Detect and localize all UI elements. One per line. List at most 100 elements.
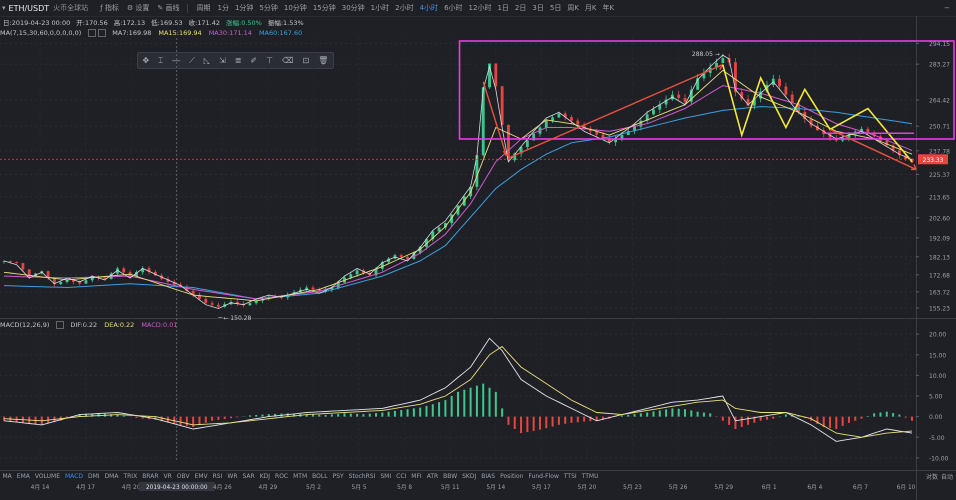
interval-7[interactable]: 2小时 <box>395 4 414 12</box>
macd-bar <box>835 416 838 429</box>
candle <box>198 294 201 299</box>
macd-histogram <box>3 383 913 434</box>
indicator-tab-kdj[interactable]: KDJ <box>259 472 271 480</box>
text-icon[interactable]: ⊤ <box>266 56 274 65</box>
interval-5[interactable]: 30分钟 <box>341 4 365 12</box>
x-tick-label: 2019-04-23 00:00:00 <box>146 485 208 491</box>
fib-icon[interactable]: ≣ <box>234 56 242 65</box>
interval-2[interactable]: 5分钟 <box>259 4 278 12</box>
trendline-icon[interactable]: ⟋ <box>189 55 195 65</box>
macd-dea-line <box>3 345 913 438</box>
indicator-tab-dma[interactable]: DMA <box>104 472 119 480</box>
macd-bar <box>211 416 214 421</box>
interval-9[interactable]: 6小时 <box>444 4 463 12</box>
interval-3[interactable]: 10分钟 <box>283 4 307 12</box>
shape-icon[interactable]: ◺ <box>203 56 210 65</box>
measure-icon[interactable]: ⇲ <box>218 56 226 65</box>
drawing-toolbar: ✥ ⌶ ― ⟋ ◺ ⇲ ≣ ✐ ⊤ ⌫ ⊡ 🗑︎ <box>137 52 334 69</box>
symbol-dropdown-icon[interactable]: ▾ <box>2 4 6 12</box>
eraser-icon[interactable]: ⌫ <box>282 56 294 65</box>
indicator-tab-skdj[interactable]: SKDJ <box>462 472 477 480</box>
info-change: 涨幅:0.50% <box>226 19 262 27</box>
indicator-tab-ttmu[interactable]: TTMU <box>581 472 599 480</box>
candle <box>790 94 794 104</box>
indicator-tab-boll[interactable]: BOLL <box>312 472 328 480</box>
indicator-tab-ma[interactable]: MA <box>2 472 12 480</box>
indicator-tab-bbw[interactable]: BBW <box>443 472 458 480</box>
indicator-tab-stochrsi[interactable]: StochRSI <box>348 472 376 480</box>
ma-checkbox[interactable] <box>88 28 97 37</box>
candle <box>147 268 151 272</box>
indicator-tab-emv[interactable]: EMV <box>194 472 208 480</box>
interval-15[interactable]: 周K <box>567 4 579 12</box>
draw-icon: ✎ <box>157 4 164 12</box>
interval-16[interactable]: 月K <box>584 4 597 12</box>
interval-14[interactable]: 5日 <box>549 4 562 12</box>
pencil-icon[interactable]: ✐ <box>250 56 258 65</box>
ma-legend-params[interactable]: MA(7,15,30,60,0,0,0,0,0) <box>0 28 82 37</box>
macd-bar <box>570 416 573 423</box>
indicator-tab-vr[interactable]: VR <box>163 472 172 480</box>
macd-bar <box>765 416 768 420</box>
crosshair-icon[interactable]: ⌶ <box>158 55 164 65</box>
interval-17[interactable]: 年K <box>602 4 615 12</box>
candle <box>27 269 31 277</box>
indicator-tab-cci[interactable]: CCI <box>396 472 407 480</box>
x-tick-label: 5月 14 <box>486 484 505 491</box>
interval-6[interactable]: 1小时 <box>370 4 390 12</box>
cursor-icon[interactable]: ✥ <box>142 56 150 65</box>
indicator-tab-sar[interactable]: SAR <box>242 472 255 480</box>
indicator-tab-dmi[interactable]: DMI <box>87 472 100 480</box>
indicator-tab-roc[interactable]: ROC <box>275 472 289 480</box>
interval-8[interactable]: 4小时 <box>419 4 439 12</box>
macd-bar <box>816 416 819 424</box>
indicator-tab-rsi[interactable]: RSI <box>212 472 223 480</box>
scale-control-0[interactable]: 对数 <box>926 473 938 481</box>
indicator-tab-volume[interactable]: VOLUME <box>34 472 60 480</box>
candle <box>563 113 567 118</box>
scale-control-1[interactable]: 自动 <box>941 473 953 481</box>
candle <box>866 128 870 133</box>
lock-icon[interactable]: ⊡ <box>302 56 310 65</box>
indicator-tab-mtm[interactable]: MTM <box>293 472 308 480</box>
indicator-tab-brar[interactable]: BRAR <box>142 472 159 480</box>
indicator-tab-fund-flow[interactable]: Fund-Flow <box>528 472 559 480</box>
macd-bar <box>709 413 712 417</box>
minimize-icon[interactable]: − <box>944 4 950 12</box>
macd-bar <box>179 416 182 426</box>
draw-button[interactable]: ✎ 画线 <box>157 4 180 12</box>
macd-bar <box>520 416 523 434</box>
symbol-title[interactable]: ETH/USDT <box>8 3 50 13</box>
macd-bar <box>457 391 459 417</box>
indicator-button[interactable]: ƒ 指标 <box>100 4 119 12</box>
interval-10[interactable]: 12小时 <box>468 4 492 12</box>
indicator-tab-position[interactable]: Position <box>500 472 524 480</box>
ma-checkbox[interactable] <box>98 28 107 37</box>
indicator-tab-atr[interactable]: ATR <box>426 472 439 480</box>
macd-checkbox[interactable] <box>56 320 65 329</box>
settings-button[interactable]: ⚙ 设置 <box>126 4 150 12</box>
indicator-tab-mfi[interactable]: MFI <box>411 472 422 480</box>
indicator-tab-ema[interactable]: EMA <box>16 472 30 480</box>
macd-tick-label: 0.00 <box>929 414 943 421</box>
indicator-tab-bias[interactable]: BIAS <box>481 472 496 480</box>
macd-bar <box>362 414 365 417</box>
indicator-tab-obv[interactable]: OBV <box>176 472 190 480</box>
interval-0[interactable]: 1分 <box>217 4 229 12</box>
indicator-tab-psy[interactable]: PSY <box>332 472 344 480</box>
interval-13[interactable]: 3日 <box>532 4 544 12</box>
interval-12[interactable]: 2日 <box>514 4 527 12</box>
indicator-tab-ttsi[interactable]: TTSI <box>563 472 577 480</box>
trash-icon[interactable]: 🗑︎ <box>318 56 329 65</box>
indicator-tab-macd[interactable]: MACD <box>64 472 83 480</box>
macd-bar <box>381 412 384 417</box>
indicator-tab-trix[interactable]: TRIX <box>123 472 138 480</box>
interval-1[interactable]: 1分钟 <box>234 4 254 12</box>
indicator-tab-smi[interactable]: SMI <box>380 472 392 480</box>
interval-11[interactable]: 1日 <box>497 4 509 12</box>
macd-params[interactable]: MACD(12,26,9) <box>0 320 50 329</box>
indicator-tab-wr[interactable]: WR <box>227 472 238 480</box>
hline-icon[interactable]: ― <box>172 56 181 65</box>
interval-4[interactable]: 15分钟 <box>312 4 336 12</box>
